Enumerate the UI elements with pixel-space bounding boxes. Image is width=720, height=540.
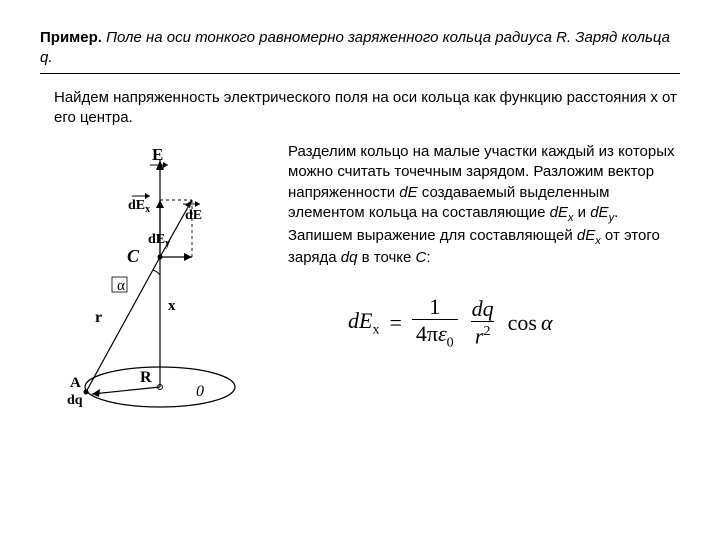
content-row: 0 R A dq E r x C α xyxy=(40,142,680,437)
label-E: E xyxy=(152,145,163,164)
title-text: Поле на оси тонкого равномерно заряженно… xyxy=(40,29,670,66)
label-r: r xyxy=(95,309,102,326)
label-R: R xyxy=(140,369,152,386)
label-dEx: dEx xyxy=(128,198,150,215)
formula-frac2: dq r2 xyxy=(468,297,498,349)
label-dE: dE xyxy=(185,208,202,223)
ring-diagram-svg: 0 R A dq E r x C α xyxy=(40,142,270,432)
label-O: 0 xyxy=(196,383,204,400)
label-dEy: dEy xyxy=(148,232,170,249)
label-x: x xyxy=(168,298,176,314)
diagram: 0 R A dq E r x C α xyxy=(40,142,270,437)
title-underline xyxy=(40,73,680,74)
intro-text: Найдем напряженность электрического поля… xyxy=(54,88,680,129)
label-dq: dq xyxy=(67,393,83,408)
label-A: A xyxy=(70,375,81,391)
example-title: Пример. Поле на оси тонкого равномерно з… xyxy=(40,28,680,69)
title-label: Пример. xyxy=(40,29,102,46)
formula-lhs: dEx xyxy=(348,306,379,340)
formula: dEx = 1 4πε0 dq r2 cos α xyxy=(348,295,680,351)
label-C: C xyxy=(127,246,140,266)
explanation-text: Разделим кольцо на малые участки каждый … xyxy=(288,142,680,437)
formula-frac1: 1 4πε0 xyxy=(412,295,458,351)
